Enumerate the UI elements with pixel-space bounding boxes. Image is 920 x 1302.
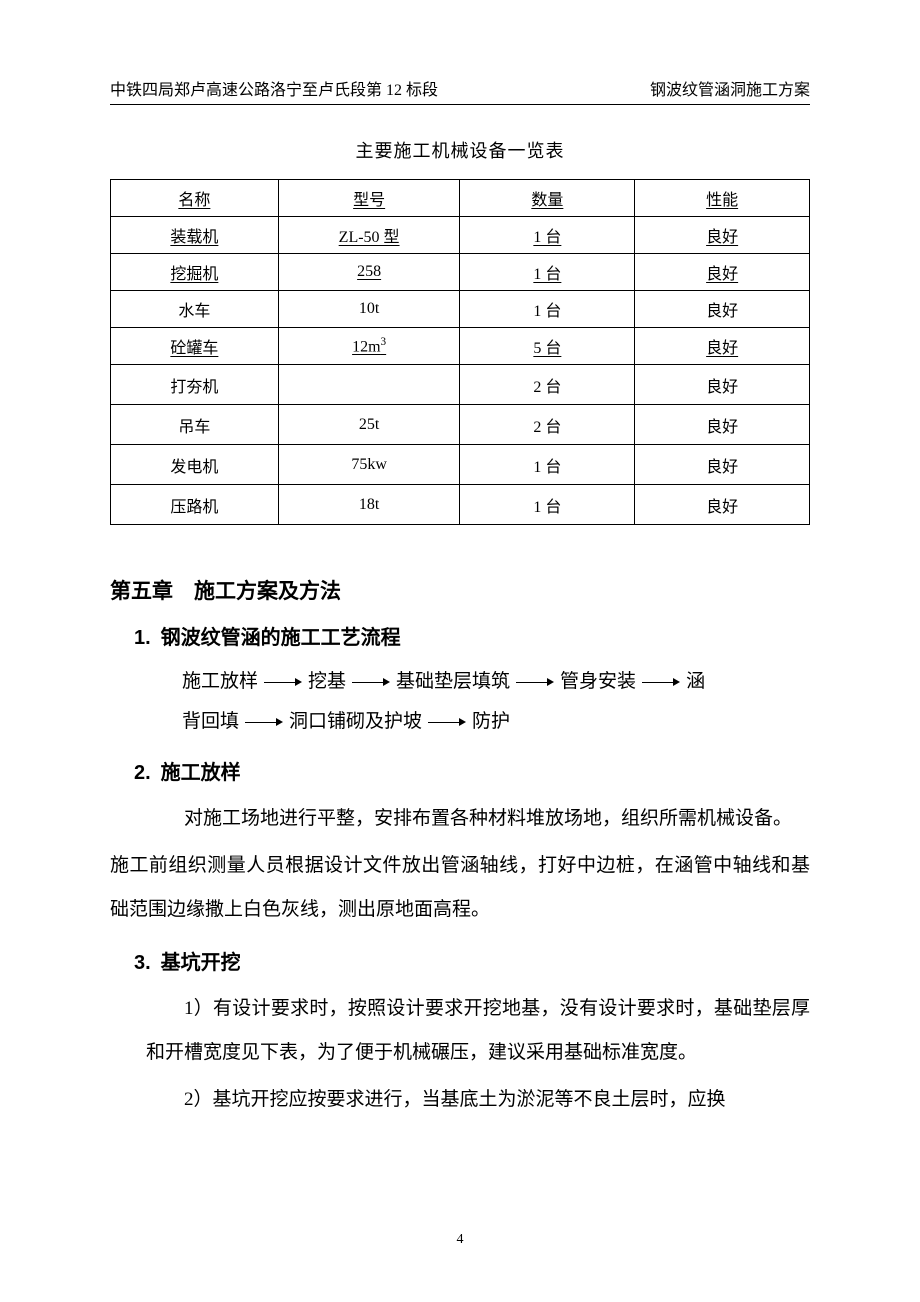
table-cell: 压路机 xyxy=(111,485,279,525)
arrow-icon xyxy=(428,717,466,727)
table-cell: 良好 xyxy=(635,217,810,254)
process-flow-line-2: 背回填 洞口铺砌及护坡 防护 xyxy=(182,702,810,742)
section-3-para-2: 2）基坑开挖应按要求进行，当基底土为淤泥等不良土层时，应换 xyxy=(146,1078,810,1122)
arrow-icon xyxy=(352,677,390,687)
table-cell: 良好 xyxy=(635,328,810,365)
table-cell: 1 台 xyxy=(460,291,635,328)
table-cell: 1 台 xyxy=(460,485,635,525)
header-divider xyxy=(110,104,810,105)
table-cell: 良好 xyxy=(635,254,810,291)
table-cell: 良好 xyxy=(635,445,810,485)
flow-step: 涵 xyxy=(686,662,705,702)
table-cell: 良好 xyxy=(635,405,810,445)
table-cell: 2 台 xyxy=(460,365,635,405)
flow-step: 背回填 xyxy=(182,702,239,742)
flow-step: 防护 xyxy=(472,702,510,742)
section-3-para-1: 1）有设计要求时，按照设计要求开挖地基，没有设计要求时，基础垫层厚和开槽宽度见下… xyxy=(146,987,810,1074)
section-2-heading: 2. 施工放样 xyxy=(134,756,810,785)
table-cell: 吊车 xyxy=(111,405,279,445)
table-header-cell: 性能 xyxy=(635,180,810,217)
table-cell: 1 台 xyxy=(460,217,635,254)
chapter-heading: 第五章 施工方案及方法 xyxy=(110,575,810,605)
arrow-icon xyxy=(264,677,302,687)
table-cell: 1 台 xyxy=(460,254,635,291)
table-cell: 良好 xyxy=(635,365,810,405)
section-1-heading: 1. 钢波纹管涵的施工工艺流程 xyxy=(134,621,810,650)
flow-step: 基础垫层填筑 xyxy=(396,662,510,702)
table-title: 主要施工机械设备一览表 xyxy=(110,137,810,163)
flow-step: 管身安装 xyxy=(560,662,636,702)
table-cell: 12m3 xyxy=(278,328,460,365)
page-number: 4 xyxy=(0,1232,920,1248)
table-cell: 挖掘机 xyxy=(111,254,279,291)
arrow-icon xyxy=(642,677,680,687)
table-cell: 良好 xyxy=(635,291,810,328)
table-header-cell: 数量 xyxy=(460,180,635,217)
table-header-cell: 型号 xyxy=(278,180,460,217)
flow-step: 挖基 xyxy=(308,662,346,702)
equipment-table: 名称型号数量性能装载机ZL-50 型1 台良好挖掘机2581 台良好水车10t1… xyxy=(110,179,810,525)
page-header: 中铁四局郑卢高速公路洛宁至卢氏段第 12 标段 钢波纹管涵洞施工方案 xyxy=(110,76,810,100)
table-cell: 25t xyxy=(278,405,460,445)
table-cell: 发电机 xyxy=(111,445,279,485)
section-2-para-1: 对施工场地进行平整，安排布置各种材料堆放场地，组织所需机械设备。 xyxy=(146,797,810,841)
flow-step: 施工放样 xyxy=(182,662,258,702)
table-cell: 装载机 xyxy=(111,217,279,254)
table-cell: 5 台 xyxy=(460,328,635,365)
header-right: 钢波纹管涵洞施工方案 xyxy=(650,76,810,100)
table-cell xyxy=(278,365,460,405)
table-cell: 1 台 xyxy=(460,445,635,485)
header-left: 中铁四局郑卢高速公路洛宁至卢氏段第 12 标段 xyxy=(110,76,438,100)
table-cell: 10t xyxy=(278,291,460,328)
table-cell: 75kw xyxy=(278,445,460,485)
table-cell: 良好 xyxy=(635,485,810,525)
arrow-icon xyxy=(245,717,283,727)
table-cell: 18t xyxy=(278,485,460,525)
section-2-para-2: 施工前组织测量人员根据设计文件放出管涵轴线，打好中边桩，在涵管中轴线和基础范围边… xyxy=(110,844,810,931)
flow-step: 洞口铺砌及护坡 xyxy=(289,702,422,742)
table-cell: 砼罐车 xyxy=(111,328,279,365)
process-flow-line-1: 施工放样 挖基 基础垫层填筑 管身安装 涵 xyxy=(182,662,798,702)
arrow-icon xyxy=(516,677,554,687)
table-cell: 2 台 xyxy=(460,405,635,445)
table-cell: 打夯机 xyxy=(111,365,279,405)
table-cell: 水车 xyxy=(111,291,279,328)
table-header-cell: 名称 xyxy=(111,180,279,217)
table-cell: 258 xyxy=(278,254,460,291)
section-3-heading: 3. 基坑开挖 xyxy=(134,946,810,975)
table-cell: ZL-50 型 xyxy=(278,217,460,254)
